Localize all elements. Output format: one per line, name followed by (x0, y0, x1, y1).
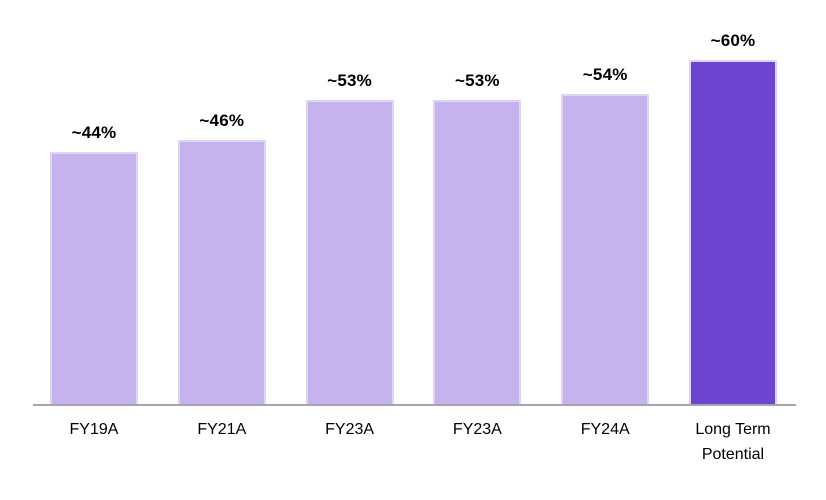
bar-category-label: FY19A (69, 421, 119, 438)
category-labels-row: FY19A FY21A FY23A FY23A FY24A Long Term Poten… (50, 417, 777, 467)
bar (561, 94, 650, 405)
bar-column: ~53% (305, 0, 394, 405)
x-axis-line (33, 404, 796, 406)
bar (177, 140, 266, 405)
bar-value-label: ~46% (199, 111, 245, 130)
bar-category-label: Long Term Potential (695, 421, 771, 463)
bar (50, 152, 138, 405)
bar-column: ~54% (561, 0, 650, 405)
bar-value-label: ~53% (327, 71, 372, 90)
bar-value-label: ~44% (71, 123, 117, 142)
bar-column: ~53% (433, 0, 522, 405)
bars-row: ~44% ~46% ~53% ~53% ~54% ~60% (50, 0, 777, 405)
bar (305, 100, 394, 405)
bar-column: ~60% (688, 0, 777, 405)
bar-value-label: ~54% (582, 65, 628, 84)
bar-category-label: FY23A (325, 421, 375, 438)
bar-value-label: ~53% (455, 71, 500, 90)
bar-value-label: ~60% (710, 31, 756, 50)
bar-category-label: FY23A (452, 421, 502, 438)
bar (433, 100, 522, 405)
bar-category-label: FY24A (580, 421, 630, 438)
bar-category-label: FY21A (197, 421, 247, 438)
bar-column: ~44% (50, 0, 138, 405)
bar (688, 60, 777, 405)
bar-column: ~46% (177, 0, 266, 405)
